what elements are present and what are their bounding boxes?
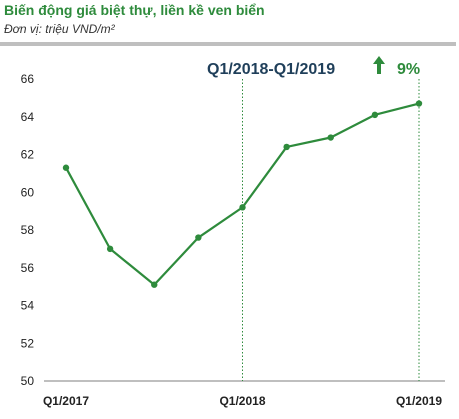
y-tick-label: 66 bbox=[21, 72, 35, 86]
x-tick-label: Q1/2018 bbox=[219, 394, 265, 408]
change-label: 9% bbox=[397, 61, 420, 78]
data-point bbox=[415, 100, 423, 107]
y-axis-ticks: 50 52 54 56 58 60 62 64 66 bbox=[21, 72, 35, 388]
y-tick-label: 64 bbox=[21, 110, 35, 124]
data-point bbox=[62, 164, 70, 171]
reference-lines bbox=[242, 79, 420, 381]
data-point bbox=[371, 111, 379, 119]
series bbox=[62, 100, 423, 288]
period-label: Q1/2018-Q1/2019 bbox=[207, 61, 335, 78]
data-point bbox=[195, 234, 202, 241]
y-tick-label: 58 bbox=[21, 223, 35, 237]
y-tick-label: 54 bbox=[21, 299, 35, 313]
divider bbox=[0, 42, 456, 46]
chart-title: Biến động giá biệt thự, liền kề ven biển bbox=[4, 2, 265, 18]
y-tick-label: 50 bbox=[21, 374, 35, 388]
data-point bbox=[283, 143, 290, 151]
y-tick-label: 60 bbox=[21, 185, 35, 199]
y-tick-label: 62 bbox=[21, 148, 35, 162]
y-tick-label: 56 bbox=[21, 261, 35, 275]
data-point bbox=[327, 134, 334, 141]
data-point bbox=[239, 204, 246, 211]
x-axis-ticks: Q1/2017 Q1/2018 Q1/2019 bbox=[43, 394, 442, 408]
data-point bbox=[151, 281, 158, 288]
data-point bbox=[106, 245, 114, 253]
arrow-up-icon bbox=[373, 56, 385, 74]
unit-label: Đơn vị: triệu VND/m² bbox=[4, 22, 115, 36]
x-tick-label: Q1/2017 bbox=[43, 394, 89, 408]
y-tick-label: 52 bbox=[21, 336, 35, 350]
x-tick-label: Q1/2019 bbox=[396, 394, 442, 408]
annotation: Q1/2018-Q1/2019 9% bbox=[207, 56, 420, 78]
